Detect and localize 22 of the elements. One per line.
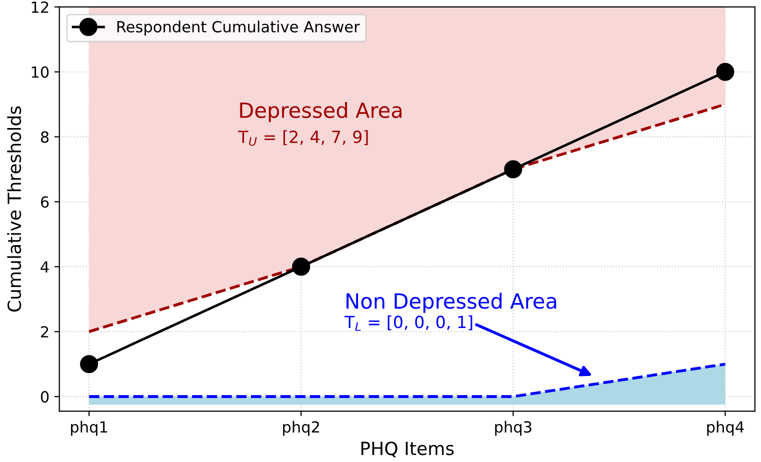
legend-label: Respondent Cumulative Answer (117, 20, 360, 36)
point (292, 258, 310, 276)
x-tick-label: phq4 (707, 420, 744, 436)
point (716, 62, 734, 81)
y-tick-label: 10 (32, 66, 49, 78)
point (80, 355, 98, 374)
annotation: T$_{L}$ = [0, 0, 0, 1] (344, 315, 472, 331)
x-tick-label: phq3 (495, 420, 532, 436)
annotation: Depressed Area (240, 102, 402, 122)
x-tick-label: phq2 (283, 420, 319, 436)
point (504, 160, 522, 178)
y-tick-label: 2 (41, 326, 48, 338)
y-tick-label: 6 (40, 196, 49, 208)
y-tick-label: 12 (32, 1, 48, 13)
y-tick-label: 4 (40, 261, 49, 272)
y-axis-title: Cumulative Thresholds (7, 106, 22, 312)
x-axis-title: PHQ Items (361, 442, 454, 458)
y-tick-label: 8 (40, 131, 49, 143)
x-tick-label: phq1 (71, 420, 108, 436)
y-tick-label: 0 (40, 391, 49, 403)
annotation: Non Depressed Area (346, 292, 556, 313)
annotation: T$_{U}$ = [2, 4, 7, 9] (238, 130, 368, 146)
